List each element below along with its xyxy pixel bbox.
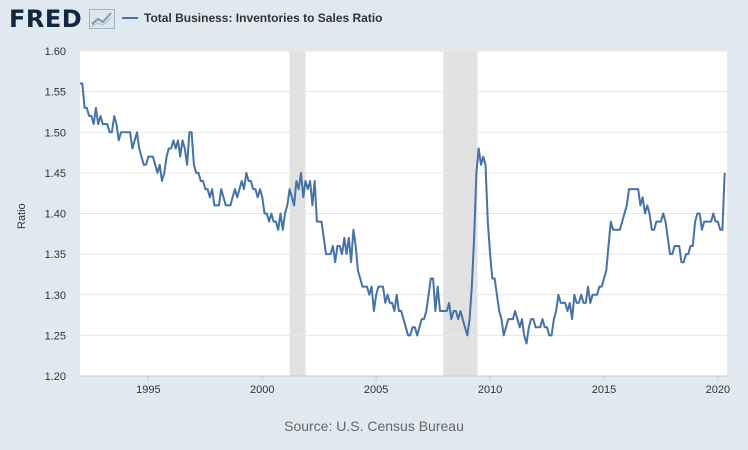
legend-swatch [122,17,138,19]
x-tick-label: 2010 [478,384,502,396]
fred-logo[interactable]: FRED [9,5,83,33]
y-tick-label: 1.45 [45,168,66,180]
x-tick-label: 2020 [706,384,730,396]
series-line-0 [80,82,726,345]
y-tick-label: 1.30 [45,290,66,302]
chart-area: 1.20 1.25 1.30 1.35 1.40 1.45 1.50 1.55 1.60 1995… [45,46,731,396]
x-tick-label: 2015 [592,384,616,396]
y-tick-label: 1.60 [45,46,66,58]
x-tick-label: 2005 [364,384,388,396]
y-tick-label: 1.40 [45,209,66,221]
y-tick-label: 1.35 [45,249,66,261]
y-tick-label: 1.25 [45,330,66,342]
y-tick-label: 1.50 [45,127,66,139]
x-tick-label: 1995 [136,384,160,396]
chart-header: FRED Total Business: Inventories to Sale… [0,0,748,40]
chart-trend-icon [89,9,115,29]
source-note: Source: U.S. Census Bureau [284,418,464,434]
y-tick-label: 1.55 [45,87,66,99]
y-tick-label: 1.20 [45,371,66,383]
x-tick-label: 2000 [250,384,274,396]
legend-label[interactable]: Total Business: Inventories to Sales Rat… [144,11,383,25]
